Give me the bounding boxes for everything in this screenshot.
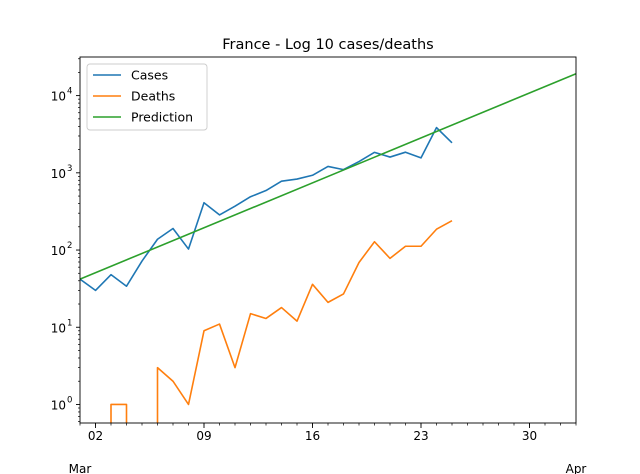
y-tick-exponent: 1 bbox=[67, 318, 72, 328]
x-tick-label: 02 bbox=[88, 429, 103, 443]
y-tick-exponent: 0 bbox=[67, 395, 72, 405]
x-tick-label: 16 bbox=[305, 429, 320, 443]
legend-label-cases: Cases bbox=[131, 68, 168, 83]
y-tick-exponent: 4 bbox=[67, 87, 72, 97]
y-tick-exponent: 2 bbox=[67, 241, 72, 251]
x-month-label: Apr bbox=[566, 462, 587, 474]
y-tick-label: 10 bbox=[51, 90, 66, 104]
legend: Cases Deaths Prediction bbox=[86, 63, 208, 131]
series-line-deaths bbox=[110, 219, 453, 423]
y-tick-label: 10 bbox=[51, 167, 66, 181]
y-tick-exponent: 3 bbox=[67, 164, 72, 174]
series-line-prediction bbox=[80, 72, 576, 280]
x-tick-label: 23 bbox=[413, 429, 428, 443]
legend-label-deaths: Deaths bbox=[131, 89, 175, 104]
x-month-label: Mar bbox=[69, 462, 92, 474]
x-tick-label: 09 bbox=[196, 429, 211, 443]
series-layer bbox=[80, 72, 576, 423]
chart-title: France - Log 10 cases/deaths bbox=[222, 37, 433, 53]
legend-box bbox=[86, 63, 208, 131]
y-tick-label: 10 bbox=[51, 244, 66, 258]
y-tick-label: 10 bbox=[51, 321, 66, 335]
series-line-cases bbox=[80, 126, 453, 292]
x-axis: 02 09 16 23 30 Mar Apr bbox=[69, 423, 587, 474]
y-tick-label: 10 bbox=[51, 398, 66, 412]
legend-label-prediction: Prediction bbox=[131, 110, 193, 125]
x-tick-label: 30 bbox=[522, 429, 537, 443]
